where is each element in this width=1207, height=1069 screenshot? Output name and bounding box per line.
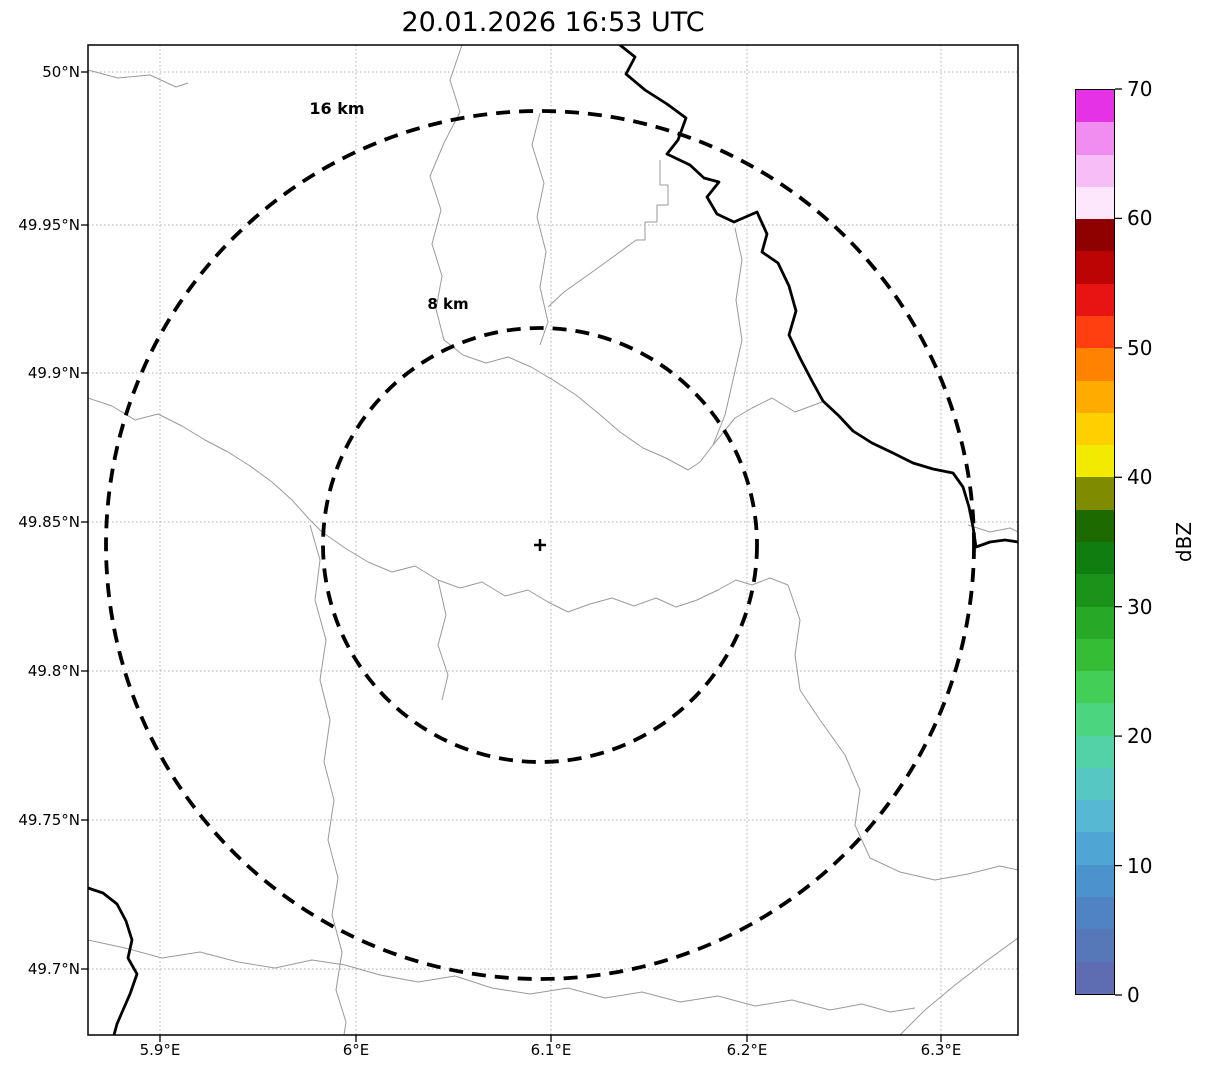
map-line <box>309 524 347 1035</box>
colorbar-segment <box>1076 509 1114 542</box>
colorbar-segment <box>1076 348 1114 381</box>
colorbar-tick-label: 70 <box>1127 77 1153 101</box>
map-line <box>687 227 743 471</box>
colorbar-tick-label: 60 <box>1127 206 1153 230</box>
map-line <box>531 112 549 346</box>
map-line <box>712 397 823 446</box>
y-tick-label: 49.75°N <box>18 811 80 829</box>
colorbar-tick-label: 0 <box>1127 983 1140 1007</box>
colorbar-segment <box>1076 412 1114 446</box>
map-line <box>547 239 637 308</box>
colorbar-segment <box>1076 638 1114 672</box>
range-ring-8km <box>321 326 759 764</box>
colorbar-segment <box>1076 929 1114 962</box>
colorbar-tick-label: 50 <box>1127 336 1153 360</box>
x-tick-label: 6.3°E <box>920 1041 962 1059</box>
colorbar-segment <box>1076 251 1114 284</box>
colorbar-tick-label: 10 <box>1127 854 1153 878</box>
map-line <box>443 339 689 471</box>
colorbar-segment <box>1076 735 1114 768</box>
border-river-line <box>88 886 139 1035</box>
x-tick-label: 6.2°E <box>726 1041 768 1059</box>
colorbar-segment <box>1076 767 1114 801</box>
y-tick-label: 49.95°N <box>18 216 80 234</box>
colorbar-axis-label: dBZ <box>1172 521 1196 563</box>
map-line <box>799 689 1018 881</box>
map-line <box>787 584 801 691</box>
colorbar-segment <box>1076 90 1114 123</box>
map-line <box>437 579 449 701</box>
colorbar-segment <box>1076 832 1114 865</box>
colorbar <box>1075 89 1115 995</box>
colorbar-tick-marks <box>1115 88 1122 996</box>
colorbar-segment <box>1076 800 1114 833</box>
range-ring-16km <box>104 109 976 981</box>
map-line <box>967 524 1018 533</box>
colorbar-segment <box>1076 606 1114 639</box>
x-tick-label: 6.1°E <box>530 1041 572 1059</box>
colorbar-tick-label: 20 <box>1127 724 1153 748</box>
map-boundary-lines <box>88 45 1018 1035</box>
x-tick-label: 6°E <box>342 1041 370 1059</box>
colorbar-segment <box>1076 445 1114 478</box>
country-border-lines <box>88 45 1018 1035</box>
y-tick-label: 50°N <box>42 63 80 81</box>
map-line <box>899 937 1018 1035</box>
colorbar-segment <box>1076 283 1114 316</box>
x-tick-label: 5.9°E <box>139 1041 181 1059</box>
y-tick-label: 49.7°N <box>27 960 80 978</box>
y-tick-label: 49.9°N <box>27 364 80 382</box>
plot-border <box>87 44 1019 1036</box>
map-line <box>88 397 323 533</box>
colorbar-tick-label: 30 <box>1127 595 1153 619</box>
colorbar-segment <box>1076 864 1114 898</box>
range-ring-label-16km: 16 km <box>309 99 365 118</box>
colorbar-segment <box>1076 574 1114 607</box>
colorbar-segment <box>1076 380 1114 413</box>
colorbar-tick-label: 40 <box>1127 465 1153 489</box>
colorbar-segment <box>1076 315 1114 349</box>
axis-ticks <box>81 71 942 1042</box>
y-tick-label: 49.8°N <box>27 662 80 680</box>
map-line <box>321 531 789 613</box>
colorbar-segment <box>1076 897 1114 930</box>
map-line <box>88 939 916 1013</box>
colorbar-segment <box>1076 219 1114 252</box>
range-ring-label-8km: 8 km <box>427 295 469 313</box>
colorbar-segment <box>1076 961 1114 994</box>
colorbar-segment <box>1076 703 1114 736</box>
map-line <box>88 69 189 88</box>
colorbar-segment <box>1076 541 1114 575</box>
colorbar-gradient <box>1076 90 1114 994</box>
radar-site-marker <box>534 539 546 551</box>
map-line <box>636 160 669 241</box>
grid-lines <box>88 45 1018 1035</box>
map-line <box>429 45 463 341</box>
colorbar-segment <box>1076 477 1114 510</box>
range-rings <box>104 109 976 981</box>
border-river-line <box>618 45 1018 549</box>
colorbar-segment <box>1076 122 1114 155</box>
colorbar-segment <box>1076 671 1114 704</box>
colorbar-segment <box>1076 186 1114 220</box>
y-tick-label: 49.85°N <box>18 513 80 531</box>
figure-title: 20.01.2026 16:53 UTC <box>401 7 705 38</box>
colorbar-segment <box>1076 154 1114 187</box>
